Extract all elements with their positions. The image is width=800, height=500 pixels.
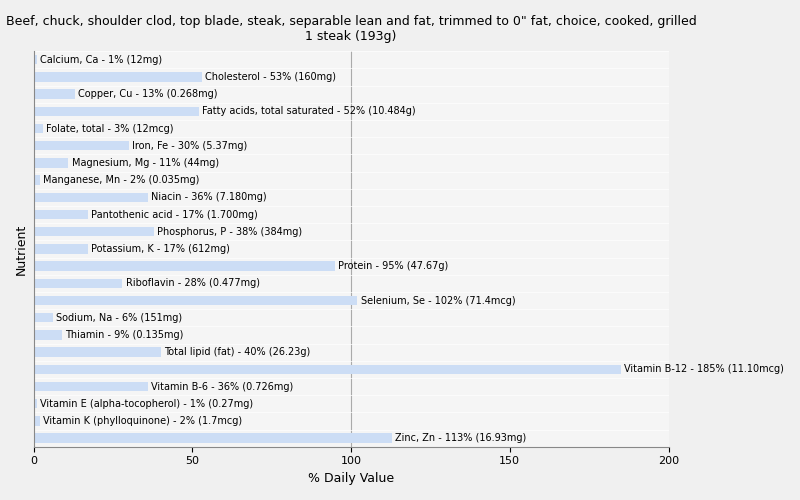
Bar <box>34 296 358 305</box>
Bar <box>34 72 202 82</box>
Bar <box>34 399 37 408</box>
Bar <box>34 227 154 236</box>
Text: Niacin - 36% (7.180mg): Niacin - 36% (7.180mg) <box>151 192 266 202</box>
Bar <box>34 158 69 168</box>
Text: Calcium, Ca - 1% (12mg): Calcium, Ca - 1% (12mg) <box>40 54 162 64</box>
Text: Total lipid (fat) - 40% (26.23g): Total lipid (fat) - 40% (26.23g) <box>164 347 310 357</box>
Text: Vitamin K (phylloquinone) - 2% (1.7mcg): Vitamin K (phylloquinone) - 2% (1.7mcg) <box>43 416 242 426</box>
Bar <box>34 364 621 374</box>
Text: Zinc, Zn - 113% (16.93mg): Zinc, Zn - 113% (16.93mg) <box>395 433 526 443</box>
Bar <box>34 176 40 185</box>
Bar <box>34 141 129 150</box>
Text: Vitamin E (alpha-tocopherol) - 1% (0.27mg): Vitamin E (alpha-tocopherol) - 1% (0.27m… <box>40 398 253 408</box>
Text: Copper, Cu - 13% (0.268mg): Copper, Cu - 13% (0.268mg) <box>78 89 218 99</box>
Bar <box>34 313 53 322</box>
Bar <box>34 434 392 443</box>
Text: Cholesterol - 53% (160mg): Cholesterol - 53% (160mg) <box>205 72 336 82</box>
Bar <box>34 348 161 357</box>
Text: Riboflavin - 28% (0.477mg): Riboflavin - 28% (0.477mg) <box>126 278 260 288</box>
Text: Selenium, Se - 102% (71.4mcg): Selenium, Se - 102% (71.4mcg) <box>361 296 515 306</box>
Bar <box>34 330 62 340</box>
Text: Iron, Fe - 30% (5.37mg): Iron, Fe - 30% (5.37mg) <box>132 140 247 150</box>
Text: Manganese, Mn - 2% (0.035mg): Manganese, Mn - 2% (0.035mg) <box>43 175 199 185</box>
Bar <box>34 210 87 219</box>
Bar <box>34 382 148 392</box>
Text: Magnesium, Mg - 11% (44mg): Magnesium, Mg - 11% (44mg) <box>72 158 218 168</box>
Text: Sodium, Na - 6% (151mg): Sodium, Na - 6% (151mg) <box>56 312 182 322</box>
Text: Protein - 95% (47.67g): Protein - 95% (47.67g) <box>338 261 449 271</box>
Text: Vitamin B-6 - 36% (0.726mg): Vitamin B-6 - 36% (0.726mg) <box>151 382 294 392</box>
Bar <box>34 416 40 426</box>
Text: Pantothenic acid - 17% (1.700mg): Pantothenic acid - 17% (1.700mg) <box>90 210 258 220</box>
Bar <box>34 90 75 99</box>
Text: Phosphorus, P - 38% (384mg): Phosphorus, P - 38% (384mg) <box>158 226 302 236</box>
Text: Thiamin - 9% (0.135mg): Thiamin - 9% (0.135mg) <box>66 330 184 340</box>
Text: Potassium, K - 17% (612mg): Potassium, K - 17% (612mg) <box>90 244 230 254</box>
Bar <box>34 192 148 202</box>
X-axis label: % Daily Value: % Daily Value <box>308 472 394 485</box>
Title: Beef, chuck, shoulder clod, top blade, steak, separable lean and fat, trimmed to: Beef, chuck, shoulder clod, top blade, s… <box>6 15 697 43</box>
Y-axis label: Nutrient: Nutrient <box>15 224 28 274</box>
Bar <box>34 124 43 133</box>
Text: Fatty acids, total saturated - 52% (10.484g): Fatty acids, total saturated - 52% (10.4… <box>202 106 415 117</box>
Bar <box>34 278 122 288</box>
Bar <box>34 244 87 254</box>
Text: Vitamin B-12 - 185% (11.10mcg): Vitamin B-12 - 185% (11.10mcg) <box>624 364 784 374</box>
Bar <box>34 55 37 64</box>
Bar <box>34 106 198 116</box>
Text: Folate, total - 3% (12mcg): Folate, total - 3% (12mcg) <box>46 124 174 134</box>
Bar <box>34 262 335 271</box>
